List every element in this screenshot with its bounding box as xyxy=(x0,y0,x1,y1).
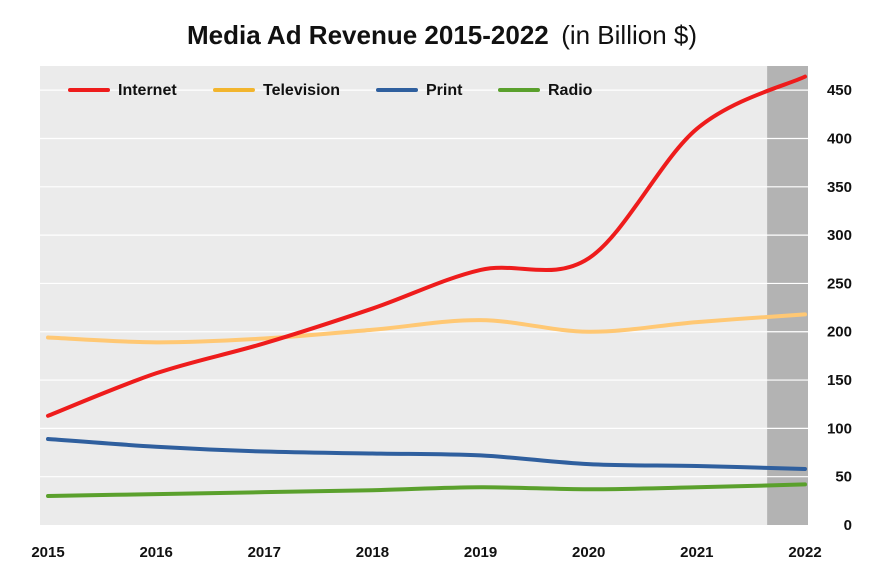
x-axis: 2015 2016 2017 2018 2019 2020 2021 2022 xyxy=(31,544,821,561)
x-tick-label: 2020 xyxy=(572,544,605,561)
y-tick-label: 150 xyxy=(827,372,852,389)
chart-title-main: Media Ad Revenue 2015-2022 xyxy=(187,20,549,50)
y-axis: 0 50 100 150 200 250 300 350 400 450 xyxy=(827,82,852,534)
highlight-band xyxy=(767,66,808,525)
x-tick-label: 2015 xyxy=(31,544,64,561)
y-tick-label: 450 xyxy=(827,82,852,99)
y-tick-label: 50 xyxy=(835,469,852,486)
y-tick-label: 0 xyxy=(844,517,852,534)
x-tick-label: 2017 xyxy=(248,544,281,561)
series-line-print xyxy=(46,437,807,471)
gridlines xyxy=(40,89,808,478)
series-line-television xyxy=(46,312,807,345)
x-tick-label: 2016 xyxy=(139,544,172,561)
legend-label-radio: Radio xyxy=(548,82,593,99)
series-line-radio xyxy=(46,482,807,499)
y-tick-label: 200 xyxy=(827,324,852,341)
series-line-internet xyxy=(46,74,807,418)
legend-label-print: Print xyxy=(426,82,463,99)
x-tick-label: 2021 xyxy=(680,544,713,561)
legend-label-internet: Internet xyxy=(118,82,177,99)
chart-title-suffix: (in Billion $) xyxy=(561,20,697,50)
y-tick-label: 250 xyxy=(827,275,852,292)
legend: Internet Television Print Radio xyxy=(68,82,593,99)
x-tick-label: 2019 xyxy=(464,544,497,561)
y-tick-label: 100 xyxy=(827,420,852,437)
series-lines xyxy=(46,74,807,499)
y-tick-label: 400 xyxy=(827,130,852,147)
y-tick-label: 300 xyxy=(827,227,852,244)
legend-label-television: Television xyxy=(263,82,340,99)
x-tick-label: 2018 xyxy=(356,544,389,561)
y-tick-label: 350 xyxy=(827,179,852,196)
x-tick-label: 2022 xyxy=(788,544,821,561)
chart-title: Media Ad Revenue 2015-2022 (in Billion $… xyxy=(187,20,697,50)
